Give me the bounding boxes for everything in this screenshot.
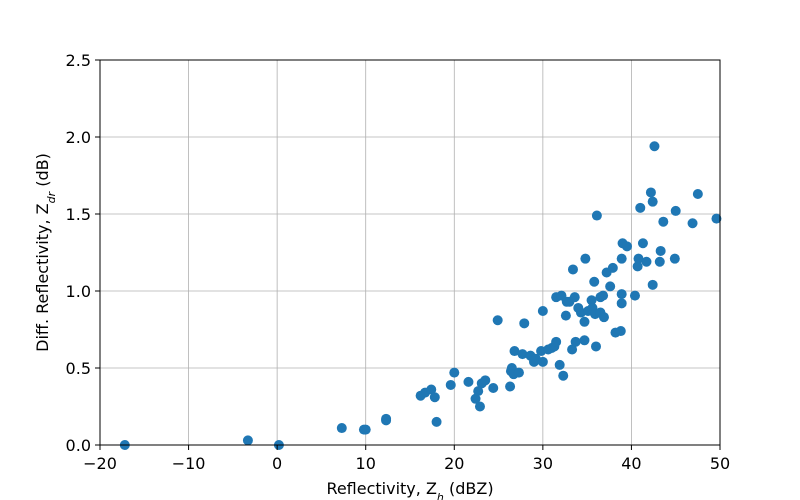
axis-label-subscript: dr: [45, 190, 58, 203]
y-axis-label: Diff. Reflectivity, Zdr (dB): [33, 153, 58, 352]
y-tick-label: 1.0: [66, 282, 91, 301]
data-point: [591, 210, 602, 221]
data-point: [605, 281, 616, 292]
data-point: [589, 276, 600, 287]
data-point: [492, 315, 503, 326]
data-point: [449, 367, 460, 378]
x-tick-label: 30: [533, 454, 553, 473]
data-point: [598, 312, 609, 323]
x-tick-label: 0: [272, 454, 282, 473]
data-point: [360, 424, 371, 435]
data-point: [616, 253, 627, 264]
data-point: [567, 344, 578, 355]
data-point: [649, 141, 660, 152]
data-point: [580, 253, 591, 264]
y-tick-label: 2.0: [66, 128, 91, 147]
data-point: [426, 384, 437, 395]
axis-label-subscript: h: [437, 491, 444, 500]
x-tick-label: 10: [356, 454, 376, 473]
axis-label-main: Reflectivity, Z: [326, 479, 437, 498]
data-point: [622, 241, 632, 252]
axis-ticks: −20 −10 0 10 20 30 40 50 0.0 0.5 1.0 1.5 2.0 2.5: [66, 51, 731, 473]
axis-label-unit: (dB): [33, 153, 52, 192]
data-point: [554, 359, 565, 370]
data-point: [537, 356, 548, 367]
data-point: [647, 279, 658, 290]
scatter-points: [119, 141, 722, 450]
data-point: [474, 401, 485, 412]
data-point: [551, 336, 562, 347]
data-point: [505, 381, 516, 392]
grid: [99, 59, 721, 446]
data-point: [670, 205, 681, 216]
data-point: [645, 187, 656, 198]
data-point: [560, 310, 571, 321]
data-point: [570, 336, 581, 347]
data-point: [669, 253, 680, 264]
data-point: [470, 393, 481, 404]
data-point: [336, 423, 347, 434]
data-point: [558, 370, 569, 381]
data-point: [567, 264, 578, 275]
data-point: [607, 262, 618, 273]
x-axis-label: Reflectivity, Zh (dBZ): [326, 479, 493, 500]
data-point: [488, 383, 499, 394]
data-point: [635, 202, 646, 213]
data-point: [517, 349, 528, 360]
data-point: [429, 392, 440, 403]
data-point: [463, 376, 474, 387]
data-point: [647, 196, 658, 207]
data-point: [615, 326, 626, 337]
data-point: [687, 218, 698, 229]
data-point: [569, 292, 580, 303]
data-point: [616, 298, 627, 309]
data-point: [598, 290, 609, 301]
data-point: [473, 386, 484, 397]
data-point: [381, 413, 392, 424]
y-tick-label: 0.5: [66, 359, 91, 378]
axis-label-unit: (dBZ): [444, 479, 494, 498]
data-point: [509, 346, 520, 357]
data-point: [445, 379, 456, 390]
data-point: [579, 316, 590, 327]
data-point: [537, 306, 548, 317]
data-point: [431, 416, 442, 427]
data-point: [513, 367, 524, 378]
y-tick-label: 2.5: [66, 51, 91, 70]
data-point: [629, 290, 640, 301]
data-point: [591, 341, 601, 352]
axis-label-main: Diff. Reflectivity, Z: [33, 203, 52, 351]
data-point: [658, 216, 669, 227]
data-point: [655, 245, 666, 256]
x-tick-label: −20: [83, 454, 117, 473]
y-tick-label: 1.5: [66, 205, 91, 224]
data-point: [632, 261, 643, 272]
data-point: [711, 213, 722, 224]
data-point: [633, 253, 644, 264]
data-point: [519, 318, 530, 329]
x-tick-label: 50: [710, 454, 730, 473]
data-point: [242, 435, 253, 446]
data-point: [579, 335, 590, 346]
data-point: [586, 295, 597, 306]
plot-frame: [99, 59, 721, 446]
data-point: [637, 238, 648, 249]
data-point: [641, 256, 652, 267]
x-tick-label: 40: [621, 454, 641, 473]
data-point: [616, 289, 627, 300]
data-point: [480, 375, 491, 386]
y-tick-label: 0.0: [66, 436, 91, 455]
data-point: [654, 256, 665, 267]
data-point: [692, 188, 703, 199]
x-tick-label: 20: [444, 454, 464, 473]
x-tick-label: −10: [172, 454, 206, 473]
